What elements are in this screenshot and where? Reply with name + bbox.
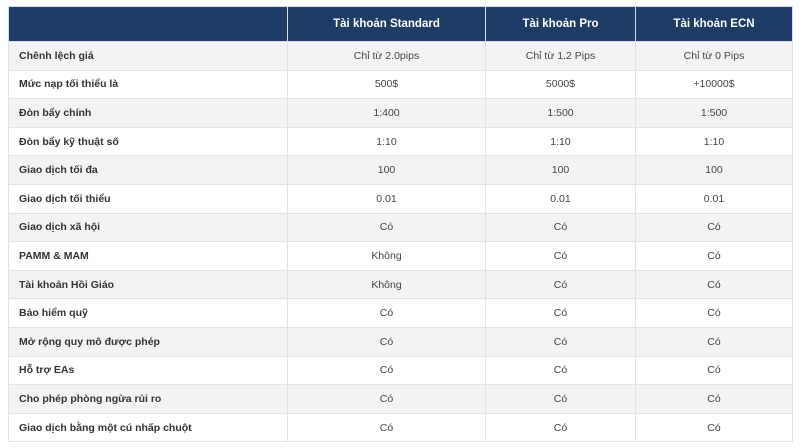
- cell: Có: [635, 241, 793, 271]
- cell: Có: [635, 298, 793, 328]
- row-label: Giao dịch tối thiểu: [8, 183, 288, 214]
- cell: 100: [287, 155, 486, 185]
- cell: Chỉ từ 1.2 Pips: [485, 41, 636, 71]
- table-row: PAMM & MAM Không Có Có: [8, 241, 793, 271]
- cell: 0.01: [635, 183, 793, 214]
- cell: Có: [635, 326, 793, 357]
- cell: Không: [287, 269, 486, 300]
- table-row: Tài khoản Hồi Giáo Không Có Có: [8, 269, 793, 300]
- cell: 1:10: [635, 126, 793, 157]
- table-row: Mở rộng quy mô được phép Có Có Có: [8, 326, 793, 357]
- cell: Có: [287, 298, 486, 328]
- row-label: Hỗ trợ EAs: [8, 355, 288, 386]
- header-cell: Tài khoản Pro: [485, 6, 636, 42]
- table-row: Bảo hiểm quỹ Có Có Có: [8, 298, 793, 328]
- cell: Có: [287, 326, 486, 357]
- table-row: Giao dịch tối đa 100 100 100: [8, 155, 793, 185]
- row-label: Tài khoản Hồi Giáo: [8, 269, 288, 300]
- cell: 100: [485, 155, 636, 185]
- cell: Có: [635, 384, 793, 414]
- cell: Có: [635, 212, 793, 243]
- cell: Có: [287, 384, 486, 414]
- table-row: Chênh lệch giá Chỉ từ 2.0pips Chỉ từ 1.2 P…: [8, 41, 793, 71]
- cell: Có: [287, 212, 486, 243]
- cell: Chỉ từ 0 Pips: [635, 41, 793, 71]
- cell: 0.01: [485, 183, 636, 214]
- cell: Có: [485, 298, 636, 328]
- table-row: Giao dịch tối thiểu 0.01 0.01 0.01: [8, 183, 793, 214]
- table-container: Tài khoản Standard Tài khoản Pro Tài khoản…: [8, 6, 793, 443]
- cell: Có: [485, 384, 636, 414]
- comparison-table: Tài khoản Standard Tài khoản Pro Tài khoản…: [8, 6, 793, 443]
- cell: Chỉ từ 2.0pips: [287, 41, 486, 71]
- row-label: Giao dịch tối đa: [8, 155, 288, 185]
- cell: 1:400: [287, 98, 486, 128]
- table-row: Hỗ trợ EAs Có Có Có: [8, 355, 793, 386]
- table-row: Giao dịch bằng một cú nhấp chuột Có Có Có: [8, 412, 793, 443]
- header-row: Tài khoản Standard Tài khoản Pro Tài khoản…: [8, 6, 793, 42]
- cell: Có: [485, 355, 636, 386]
- cell: 500$: [287, 69, 486, 100]
- header-cell: [8, 6, 288, 42]
- cell: 5000$: [485, 69, 636, 100]
- cell: Có: [635, 412, 793, 443]
- cell: Có: [485, 326, 636, 357]
- table-row: Giao dịch xã hội Có Có Có: [8, 212, 793, 243]
- row-label: Cho phép phòng ngừa rủi ro: [8, 384, 288, 414]
- row-label: Chênh lệch giá: [8, 41, 288, 71]
- row-label: Mở rộng quy mô được phép: [8, 326, 288, 357]
- cell: 1:500: [485, 98, 636, 128]
- row-label: PAMM & MAM: [8, 241, 288, 271]
- cell: 1:10: [287, 126, 486, 157]
- cell: Có: [635, 355, 793, 386]
- cell: Có: [635, 269, 793, 300]
- table-row: Cho phép phòng ngừa rủi ro Có Có Có: [8, 384, 793, 414]
- cell: +10000$: [635, 69, 793, 100]
- cell: 1:500: [635, 98, 793, 128]
- header-cell: Tài khoản ECN: [635, 6, 793, 42]
- cell: 1:10: [485, 126, 636, 157]
- cell: Có: [287, 412, 486, 443]
- row-label: Mức nạp tối thiểu là: [8, 69, 288, 100]
- cell: 100: [635, 155, 793, 185]
- cell: Có: [287, 355, 486, 386]
- header-cell: Tài khoản Standard: [287, 6, 486, 42]
- cell: Không: [287, 241, 486, 271]
- table-row: Đòn bẩy chính 1:400 1:500 1:500: [8, 98, 793, 128]
- cell: Có: [485, 212, 636, 243]
- table-row: Mức nạp tối thiểu là 500$ 5000$ +10000$: [8, 69, 793, 100]
- row-label: Bảo hiểm quỹ: [8, 298, 288, 328]
- cell: Có: [485, 269, 636, 300]
- cell: Có: [485, 241, 636, 271]
- table-row: Đòn bẩy kỹ thuật số 1:10 1:10 1:10: [8, 126, 793, 157]
- row-label: Giao dịch xã hội: [8, 212, 288, 243]
- row-label: Đòn bẩy kỹ thuật số: [8, 126, 288, 157]
- cell: Có: [485, 412, 636, 443]
- row-label: Đòn bẩy chính: [8, 98, 288, 128]
- cell: 0.01: [287, 183, 486, 214]
- row-label: Giao dịch bằng một cú nhấp chuột: [8, 412, 288, 443]
